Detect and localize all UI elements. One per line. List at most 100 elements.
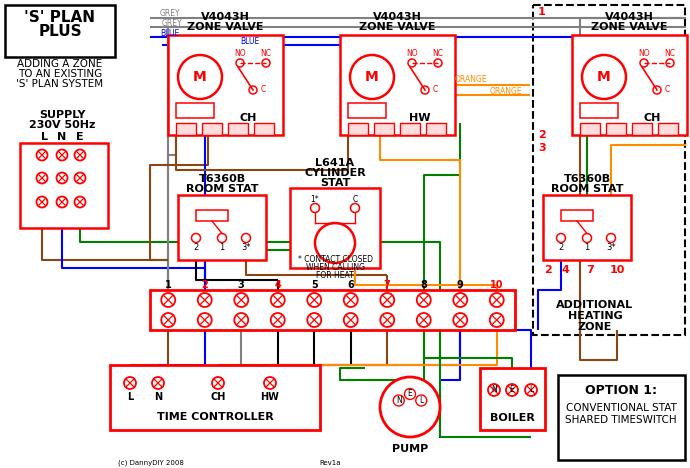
Circle shape	[37, 197, 48, 207]
Text: 7: 7	[384, 280, 391, 290]
Bar	[558, 375, 685, 460]
Text: M: M	[365, 70, 379, 84]
Circle shape	[490, 293, 504, 307]
Circle shape	[380, 293, 394, 307]
Text: 2: 2	[193, 243, 199, 253]
Bar	[572, 35, 687, 135]
Text: CH: CH	[643, 113, 661, 123]
Text: E: E	[76, 132, 83, 142]
Circle shape	[192, 234, 201, 242]
Text: 2: 2	[544, 265, 552, 275]
Bar	[658, 123, 678, 135]
Text: L: L	[419, 396, 424, 405]
Text: V4043H: V4043H	[373, 12, 422, 22]
Text: ZONE VALVE: ZONE VALVE	[187, 22, 264, 32]
Text: N: N	[57, 132, 67, 142]
Bar	[254, 123, 274, 135]
Text: OPTION 1:: OPTION 1:	[585, 383, 657, 396]
Text: C: C	[260, 86, 266, 95]
Text: 3*: 3*	[241, 243, 250, 253]
Text: HEATING: HEATING	[568, 311, 622, 321]
Text: GREY: GREY	[160, 9, 181, 19]
Circle shape	[270, 313, 285, 327]
Text: ROOM STAT: ROOM STAT	[186, 184, 258, 194]
Circle shape	[380, 377, 440, 437]
Bar	[20, 143, 108, 228]
Bar	[150, 290, 515, 330]
Circle shape	[453, 293, 467, 307]
Text: 'S' PLAN: 'S' PLAN	[25, 10, 95, 25]
Bar	[228, 123, 248, 135]
Bar	[202, 123, 222, 135]
Text: 9: 9	[457, 280, 464, 290]
Text: * CONTACT CLOSED: * CONTACT CLOSED	[297, 256, 373, 264]
Circle shape	[234, 293, 248, 307]
Bar	[580, 103, 618, 118]
Bar	[561, 210, 593, 221]
Circle shape	[525, 384, 537, 396]
Circle shape	[249, 86, 257, 94]
Text: C: C	[353, 195, 357, 204]
Text: BLUE: BLUE	[160, 29, 179, 37]
Text: C: C	[664, 86, 669, 95]
Text: ORANGE: ORANGE	[455, 75, 488, 85]
Circle shape	[57, 173, 68, 183]
Text: 6: 6	[347, 280, 354, 290]
Text: HW: HW	[261, 392, 279, 402]
Circle shape	[262, 59, 270, 67]
Circle shape	[57, 149, 68, 161]
Circle shape	[351, 204, 359, 212]
Text: 1: 1	[219, 243, 225, 253]
Circle shape	[124, 377, 136, 389]
Circle shape	[490, 313, 504, 327]
Circle shape	[310, 204, 319, 212]
Circle shape	[582, 55, 626, 99]
Text: ZONE: ZONE	[578, 322, 612, 332]
Circle shape	[653, 86, 661, 94]
Text: 3: 3	[238, 280, 245, 290]
Text: 10: 10	[609, 265, 624, 275]
Bar	[340, 35, 455, 135]
Circle shape	[241, 234, 250, 242]
Circle shape	[264, 377, 276, 389]
Text: STAT: STAT	[319, 178, 351, 188]
Circle shape	[75, 149, 86, 161]
Text: CYLINDER: CYLINDER	[304, 168, 366, 178]
Text: 2: 2	[558, 243, 564, 253]
Bar	[5, 5, 115, 57]
Text: E: E	[510, 386, 514, 395]
Circle shape	[152, 377, 164, 389]
Bar	[632, 123, 652, 135]
Text: NO: NO	[638, 50, 650, 58]
Text: V4043H: V4043H	[201, 12, 250, 22]
Circle shape	[217, 234, 226, 242]
Circle shape	[434, 59, 442, 67]
Text: GREY: GREY	[162, 19, 183, 28]
Text: L: L	[41, 132, 48, 142]
Circle shape	[557, 234, 566, 242]
Text: 7: 7	[586, 265, 594, 275]
Circle shape	[453, 313, 467, 327]
Text: 1: 1	[165, 280, 172, 290]
Circle shape	[488, 384, 500, 396]
Text: (c) DannyDIY 2008: (c) DannyDIY 2008	[118, 460, 184, 466]
Bar	[480, 368, 545, 430]
Circle shape	[506, 384, 518, 396]
Text: NO: NO	[234, 50, 246, 58]
Bar	[543, 195, 631, 260]
Text: 230V 50Hz: 230V 50Hz	[29, 120, 95, 130]
Circle shape	[37, 149, 48, 161]
Text: N: N	[491, 386, 497, 395]
Text: SUPPLY: SUPPLY	[39, 110, 86, 120]
Text: ADDITIONAL: ADDITIONAL	[556, 300, 633, 310]
Circle shape	[270, 293, 285, 307]
Text: 2: 2	[201, 280, 208, 290]
Text: L: L	[127, 392, 133, 402]
Bar	[426, 123, 446, 135]
Text: 5: 5	[311, 280, 317, 290]
Bar	[606, 123, 626, 135]
Bar	[400, 123, 420, 135]
Circle shape	[236, 59, 244, 67]
Circle shape	[75, 197, 86, 207]
Circle shape	[417, 293, 431, 307]
